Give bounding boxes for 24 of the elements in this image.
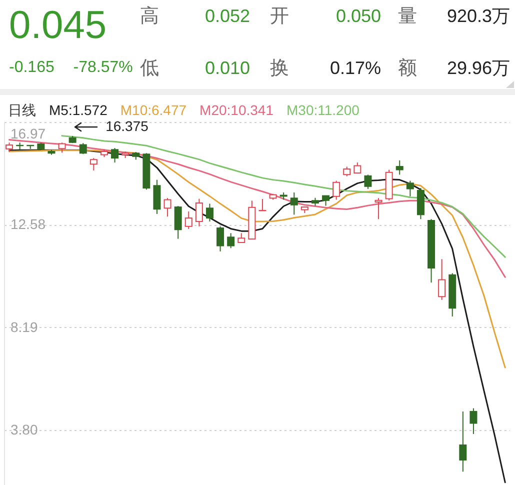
text: M5:1.572 [49,102,108,118]
y-tick-label: 8.19 [10,318,38,335]
text: 0.052 [204,6,250,26]
y-tick-label: 16.97 [10,126,46,142]
legend-title: 日线 [8,102,36,118]
text: 0.045 [9,4,107,47]
text: 额 [398,58,417,79]
text: 换 [270,58,289,79]
text: 高 [140,6,159,27]
text: 0.010 [204,58,250,78]
text: M30:11.200 [286,102,360,118]
text: 量 [398,6,417,27]
text: 0.050 [336,6,381,26]
y-tick-label: 12.58 [10,216,46,232]
annotation: 16.375 [106,118,149,134]
y-tick-label: 3.80 [10,422,38,438]
text: M10:6.477 [120,102,187,118]
text: 29.96万 [446,58,510,78]
text: M20:10.341 [200,102,274,118]
text: 开 [270,6,289,27]
text: 0.17% [330,58,381,78]
text: -0.165 -78.57% [9,59,133,76]
text: 920.3万 [446,6,510,26]
text: 低 [140,58,159,79]
